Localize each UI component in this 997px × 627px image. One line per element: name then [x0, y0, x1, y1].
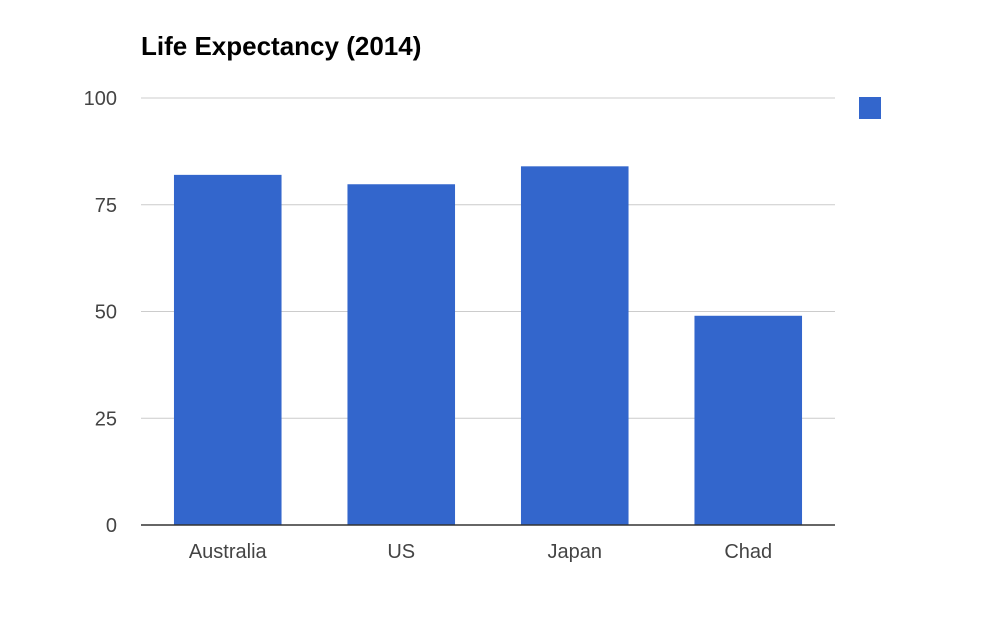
legend-swatch	[859, 97, 881, 119]
y-axis-ticks: 0 25 50 75 100	[84, 88, 117, 537]
bar-japan	[520, 166, 629, 525]
bar-chad	[694, 315, 803, 525]
chart-title: Life Expectancy (2014)	[141, 31, 422, 61]
bars	[173, 166, 803, 526]
y-tick-label: 100	[84, 88, 117, 110]
legend	[859, 97, 881, 119]
y-tick-label: 25	[95, 408, 117, 430]
x-tick-label: Japan	[548, 541, 603, 563]
x-tick-label: Chad	[724, 541, 772, 563]
bar-australia	[173, 174, 282, 526]
x-tick-label: US	[387, 541, 415, 563]
x-axis-ticks: Australia US Japan Chad	[189, 541, 772, 563]
x-tick-label: Australia	[189, 541, 268, 563]
y-tick-label: 50	[95, 302, 117, 324]
y-tick-label: 0	[106, 515, 117, 537]
bar-us	[347, 184, 456, 525]
y-tick-label: 75	[95, 195, 117, 217]
